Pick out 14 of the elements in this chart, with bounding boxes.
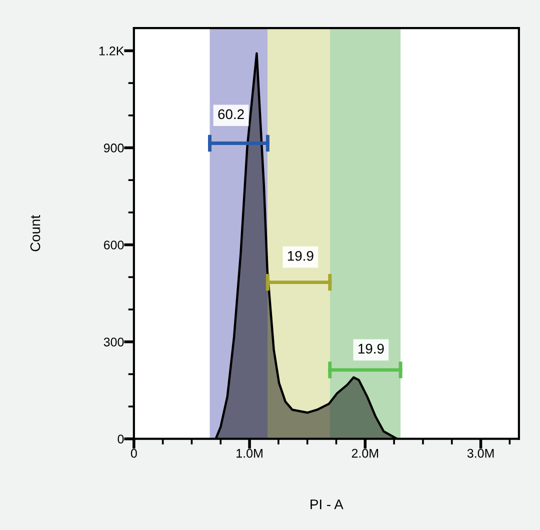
y-tick-label: 1.2K bbox=[99, 46, 124, 56]
y-tick-label: 300 bbox=[104, 338, 124, 346]
y-axis-title: Count bbox=[30, 215, 40, 252]
y-tick-label: 600 bbox=[104, 240, 124, 250]
x-tick-label: 0 bbox=[130, 448, 137, 458]
annotation: 60.2 bbox=[218, 109, 244, 120]
annotation: 19.9 bbox=[358, 344, 384, 354]
x-tick-label: 3.0M bbox=[467, 448, 494, 458]
x-axis-title: PI - A bbox=[310, 500, 344, 510]
x-tick-label: 1.0M bbox=[236, 448, 262, 458]
y-tick-label: 0 bbox=[118, 434, 124, 444]
x-tick-label: 2.0M bbox=[352, 448, 378, 458]
y-tick-label: 900 bbox=[104, 144, 124, 152]
annotation: 19.9 bbox=[288, 250, 314, 261]
